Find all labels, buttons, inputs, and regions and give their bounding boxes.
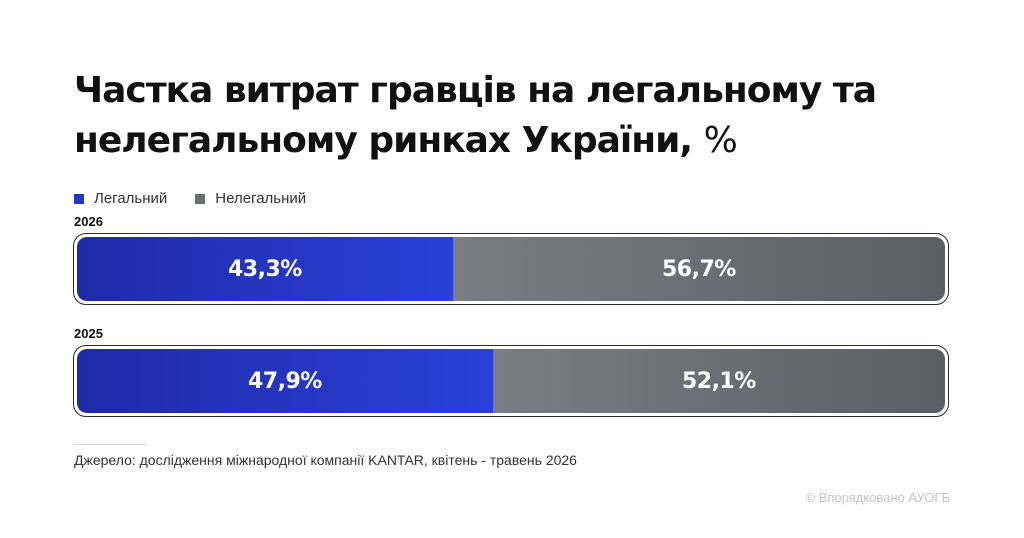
legend-item-illegal: Нелегальний <box>195 190 306 207</box>
bar-segment-illegal-2025: 52,1% <box>492 349 945 413</box>
legend: Легальний Нелегальний <box>74 190 306 207</box>
bar-segment-legal-2026: 43,3% <box>77 237 453 301</box>
chart-title: Частка витрат гравців на легальному та н… <box>74 66 954 166</box>
legend-swatch-illegal <box>195 193 206 204</box>
year-label-2025: 2025 <box>74 326 103 341</box>
legend-swatch-legal <box>74 193 84 204</box>
year-label-2026: 2026 <box>74 214 103 229</box>
bar-segment-illegal-2026: 56,7% <box>452 237 945 301</box>
legend-item-legal: Легальний <box>74 190 167 207</box>
data-label-legal-2025: 47,9% <box>247 368 322 394</box>
source-divider <box>74 444 148 445</box>
bar-row-2025: 47,9% 52,1% <box>73 345 949 417</box>
bar-segment-legal-2025: 47,9% <box>77 349 493 413</box>
legend-label-illegal: Нелегальний <box>215 190 307 207</box>
bar-track-2025: 47,9% 52,1% <box>77 349 945 413</box>
chart-title-text: Частка витрат гравців на легальному та н… <box>74 70 877 161</box>
credit-note: © Впорядковано АУОГБ <box>805 490 950 505</box>
data-label-legal-2026: 43,3% <box>228 256 302 282</box>
data-label-illegal-2025: 52,1% <box>681 368 756 394</box>
source-note: Джерело: дослідження міжнародної компані… <box>74 452 577 468</box>
bar-track-2026: 43,3% 56,7% <box>77 237 945 301</box>
legend-label-legal: Легальний <box>94 190 168 207</box>
data-label-illegal-2026: 56,7% <box>662 256 736 282</box>
bar-row-2026: 43,3% 56,7% <box>73 233 949 305</box>
chart-title-unit: % <box>703 120 738 161</box>
